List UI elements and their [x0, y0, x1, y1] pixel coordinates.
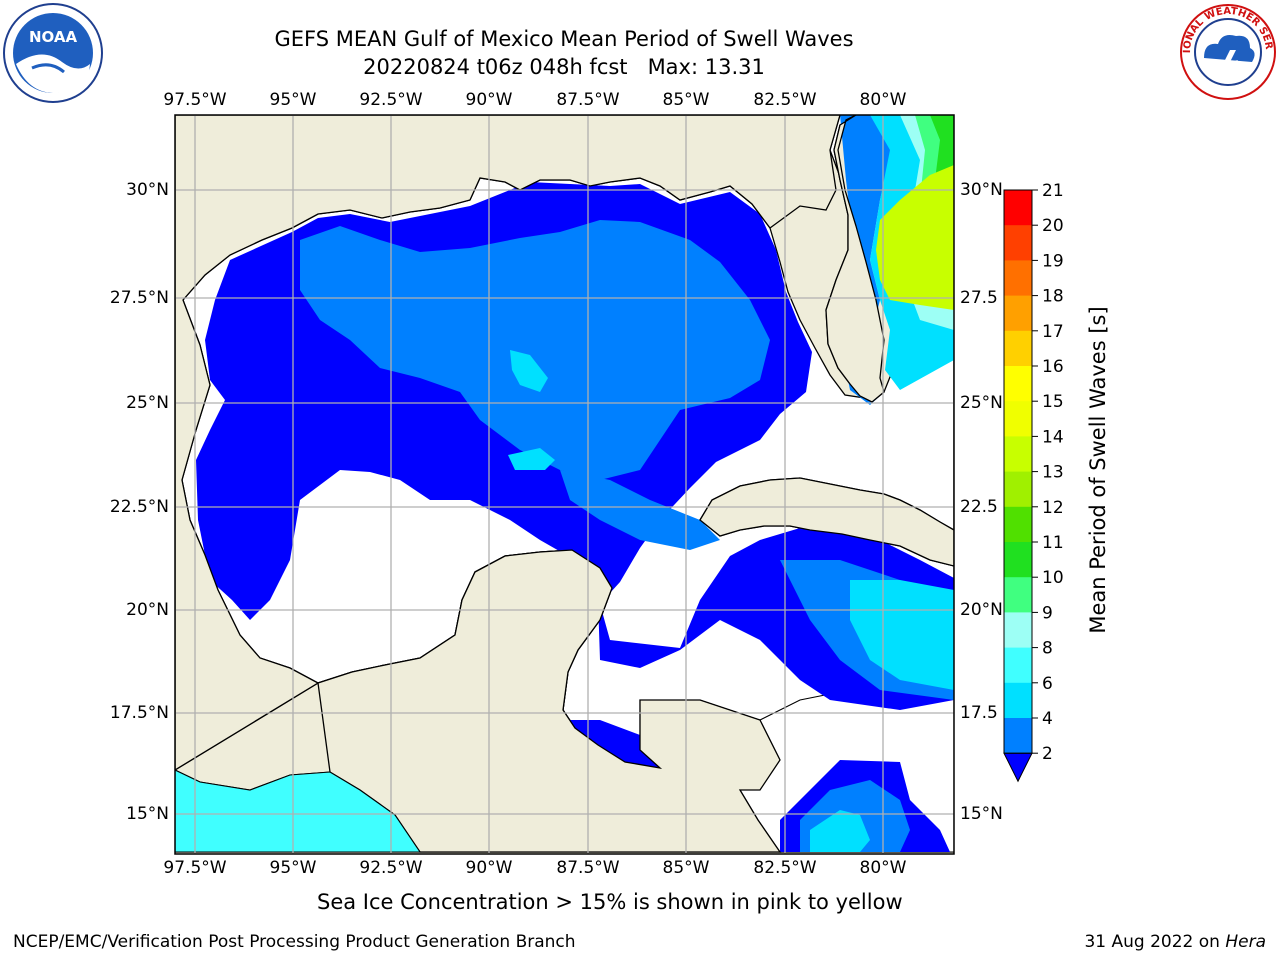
lat-label-left: 27.5°N: [109, 288, 169, 308]
florida-land-top: [825, 115, 885, 403]
colorbar-tick-label: 11: [1042, 533, 1064, 553]
lat-label-right: 22.5: [960, 497, 998, 517]
noaa-logo-text: NOAA: [29, 28, 78, 46]
colorbar-segment: [1004, 506, 1032, 543]
colorbar-segment: [1004, 471, 1032, 508]
footer-date: 31 Aug 2022 on Hera: [1084, 932, 1266, 952]
yucatan-land-top: [317, 549, 782, 853]
sea-ice-note: Sea Ice Concentration > 15% is shown in …: [317, 890, 903, 914]
map-frame: [174, 114, 955, 855]
colorbar-segment: [1004, 542, 1032, 578]
nws-logo: NATIONAL WEATHER SERVICE: [1178, 2, 1276, 100]
colorbar-label: Mean Period of Swell Waves [s]: [1086, 306, 1110, 634]
colorbar-segment: [1004, 260, 1032, 297]
colorbar-segment: [1004, 401, 1032, 437]
footer-host: Hera: [1225, 932, 1266, 952]
colorbar-segment: [1004, 682, 1032, 719]
lat-label-right: 25°N: [960, 393, 1003, 413]
lon-label-bottom: 87.5°W: [556, 858, 620, 878]
lat-label-left: 25°N: [126, 393, 169, 413]
lon-label-bottom: 82.5°W: [753, 858, 817, 878]
footer-credit: NCEP/EMC/Verification Post Processing Pr…: [13, 932, 576, 952]
colorbar-segment: [1004, 330, 1032, 367]
lon-label-top: 90°W: [465, 90, 513, 110]
lon-label-top: 80°W: [859, 90, 907, 110]
lon-label-bottom: 92.5°W: [359, 858, 423, 878]
us-coast-land: [175, 115, 841, 771]
colorbar-segment: [1004, 190, 1032, 226]
pacific-swell-top: [175, 769, 422, 853]
colorbar-tick-label: 2: [1042, 744, 1053, 764]
lat-label-left: 20°N: [126, 600, 169, 620]
colorbar-tick-label: 17: [1042, 322, 1064, 342]
swell-period-fills: [196, 115, 954, 852]
lon-label-bottom: 95°W: [269, 858, 317, 878]
swell-6s-blob-b: [508, 448, 555, 470]
chart-subtitle: 20220824 t06z 048h fcst Max: 13.31: [363, 55, 765, 79]
colorbar: 2 4 6 8 9 10 11 12 13 14 15 16 17 18 19 20 21: [1003, 181, 1064, 783]
colorbar-tick-label: 21: [1042, 181, 1064, 201]
lat-label-right: 30°N: [960, 180, 1003, 200]
colorbar-segment: [1004, 295, 1032, 332]
colorbar-segment: [1004, 612, 1032, 649]
colorbar-tick-label: 12: [1042, 498, 1064, 518]
colorbar-tick-label: 9: [1042, 603, 1053, 623]
lat-label-right: 15°N: [960, 804, 1003, 824]
lat-label-left: 17.5°N: [109, 703, 169, 723]
cuba-land-top: [699, 477, 954, 567]
lat-label-right: 27.5: [960, 288, 998, 308]
lon-label-top: 92.5°W: [359, 90, 423, 110]
swell-6s-blob-a: [510, 350, 548, 392]
lon-label-bottom: 97.5°W: [163, 858, 227, 878]
colorbar-tick-label: 18: [1042, 287, 1064, 307]
colorbar-tick-label: 16: [1042, 357, 1064, 377]
lon-label-top: 85°W: [662, 90, 710, 110]
lon-label-top: 95°W: [269, 90, 317, 110]
colorbar-tick-label: 14: [1042, 427, 1064, 447]
lon-label-top: 97.5°W: [163, 90, 227, 110]
colorbar-segment: [1004, 366, 1032, 402]
colorbar-tick-label: 13: [1042, 463, 1064, 483]
graticule: [175, 115, 954, 854]
colorbar-tick-label: 4: [1042, 709, 1053, 729]
lat-label-left: 22.5°N: [109, 497, 169, 517]
lon-label-bottom: 90°W: [465, 858, 513, 878]
swell-13s-atlantic: [876, 165, 954, 310]
colorbar-tick-label: 15: [1042, 392, 1064, 412]
lon-label-top: 87.5°W: [556, 90, 620, 110]
lat-label-left: 30°N: [126, 180, 169, 200]
swell-4s-strait: [560, 470, 720, 550]
lon-label-top: 82.5°W: [753, 90, 817, 110]
lon-label-bottom: 85°W: [662, 858, 710, 878]
colorbar-segment: [1004, 225, 1032, 261]
colorbar-tick-label: 6: [1042, 674, 1053, 694]
swell-6s-carib: [850, 580, 954, 690]
colorbar-tick-label: 19: [1042, 251, 1064, 271]
footer-date-text: 31 Aug 2022 on: [1084, 932, 1226, 952]
colorbar-segment: [1004, 436, 1032, 473]
lat-label-right: 20°N: [960, 600, 1003, 620]
colorbar-segment: [1004, 647, 1032, 684]
lat-label-left: 15°N: [126, 804, 169, 824]
noaa-logo: NOAA: [3, 3, 103, 103]
colorbar-tick-label: 20: [1042, 216, 1064, 236]
swell-6s-south: [810, 810, 870, 852]
colorbar-tick-label: 10: [1042, 568, 1064, 588]
lon-label-bottom: 80°W: [859, 858, 907, 878]
chart-title: GEFS MEAN Gulf of Mexico Mean Period of …: [274, 27, 854, 51]
lat-label-right: 17.5: [960, 703, 998, 723]
colorbar-segment: [1004, 577, 1032, 613]
colorbar-segment: [1004, 718, 1032, 754]
colorbar-extend-triangle: [1003, 752, 1033, 783]
swell-4s-region: [300, 220, 770, 480]
colorbar-tick-label: 8: [1042, 639, 1053, 659]
